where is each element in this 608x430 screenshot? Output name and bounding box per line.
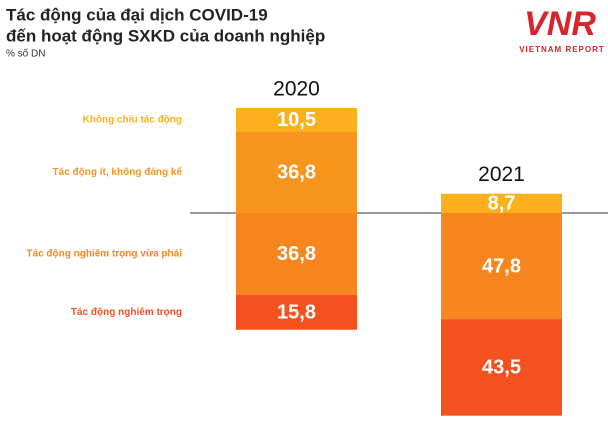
logo-text: VIETNAM REPORT (519, 45, 605, 54)
legend-label: Không chịu tác động (83, 114, 182, 125)
value-label: 47,8 (482, 255, 521, 277)
value-label: 36,8 (277, 161, 316, 183)
bar-segment (441, 213, 562, 320)
chart-subtitle: đến hoạt động SXKD của doanh nghiệp (6, 26, 325, 45)
unit-label: % số DN (6, 48, 45, 60)
category-label: 2021 (478, 163, 525, 186)
bar-segment (441, 193, 562, 213)
category-label: 2020 (273, 78, 320, 101)
value-label: 10,5 (277, 109, 316, 131)
value-label: 15,8 (277, 302, 316, 324)
bar-segment (236, 213, 357, 295)
legend-label: Tác động nghiêm trọng (71, 307, 182, 318)
legend-label: Tác động ít, không đáng kể (53, 166, 183, 178)
bar-segment (236, 131, 357, 213)
bar-segment (441, 319, 562, 416)
value-label: 36,8 (277, 243, 316, 265)
value-label: 8,7 (488, 193, 516, 215)
chart-title: Tác động của đại dịch COVID-19 (6, 5, 268, 24)
legend-label: Tác động nghiêm trọng vừa phải (26, 248, 182, 259)
bar-segment (236, 107, 357, 132)
value-label: 43,5 (482, 357, 521, 379)
bar-segment (236, 294, 357, 330)
logo-mark: VNR (524, 5, 596, 43)
